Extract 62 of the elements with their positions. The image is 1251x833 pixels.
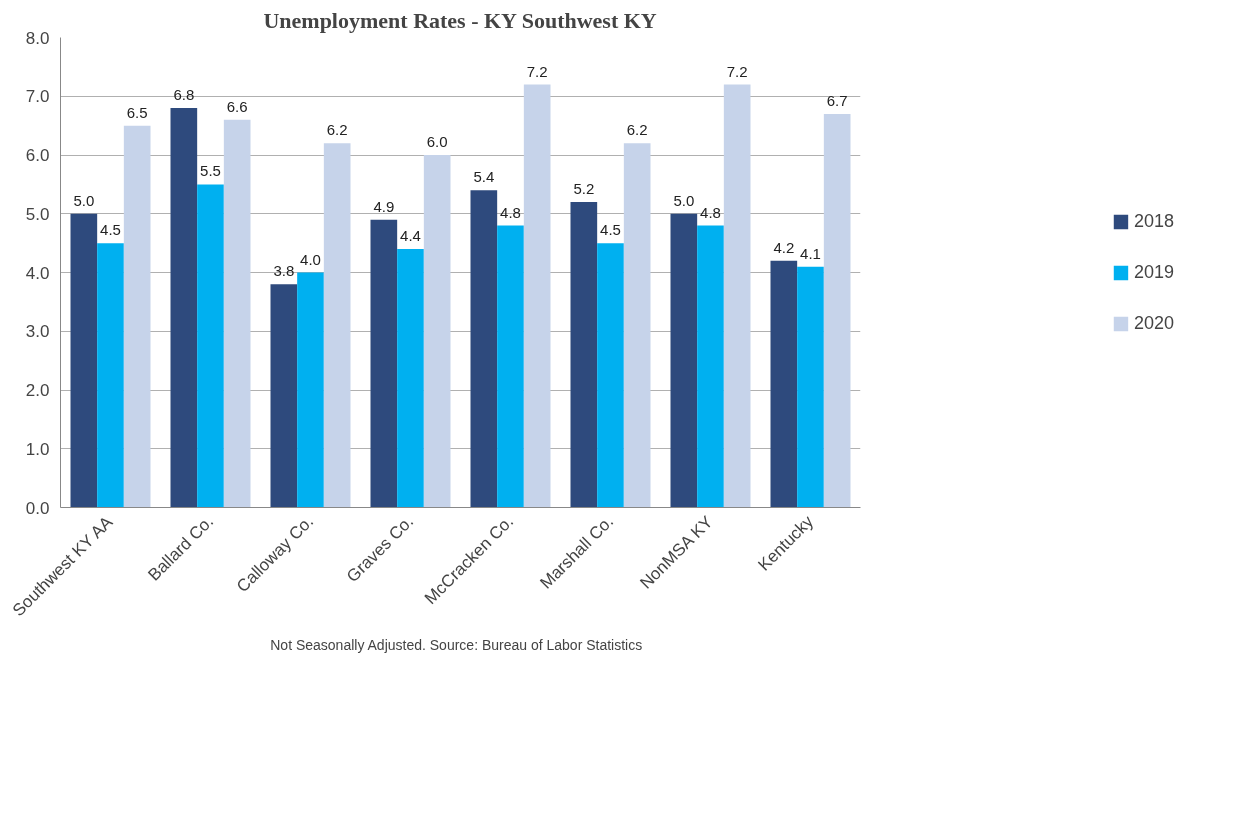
data-label: 4.5 [100, 221, 121, 239]
chart-title: Unemployment Rates - KY Southwest KY [263, 7, 657, 33]
bar [697, 225, 724, 508]
bar [570, 202, 598, 508]
y-tick-label: 8.0 [25, 28, 50, 48]
bar [397, 249, 424, 508]
bar [370, 219, 398, 508]
data-label: 5.2 [573, 180, 595, 197]
legend-label: 2018 [1133, 210, 1175, 232]
text: Not Seasonally Adjusted. Source: Bureau of Labor Statistics [270, 636, 643, 653]
bar [523, 84, 551, 508]
y-tick-label: 6.0 [25, 146, 50, 165]
bar [497, 225, 524, 508]
data-label: 6.0 [426, 133, 448, 150]
y-tick-label: 2.0 [25, 381, 50, 400]
data-label: 6.6 [226, 97, 248, 115]
data-label: 7.2 [726, 62, 748, 80]
data-label: 6.7 [826, 91, 848, 109]
data-label: 5.5 [200, 162, 221, 180]
bar [297, 272, 324, 508]
data-label: 6.5 [126, 103, 148, 121]
bar [670, 213, 698, 508]
bar [797, 266, 824, 508]
bar [97, 243, 124, 508]
data-label: 3.8 [273, 262, 295, 280]
data-label: 4.0 [300, 250, 321, 268]
y-tick-label: 7.0 [25, 87, 50, 107]
data-label: 4.4 [400, 227, 421, 244]
data-label: 4.8 [700, 203, 721, 221]
y-tick-label: 5.0 [25, 204, 50, 224]
data-label: 7.2 [526, 62, 548, 80]
data-label: 5.4 [473, 168, 495, 186]
bar [170, 108, 198, 508]
data-label: 4.2 [773, 238, 795, 256]
bar [470, 190, 498, 508]
bar [70, 213, 98, 508]
legend-label: 2020 [1133, 312, 1175, 334]
bar [223, 119, 251, 508]
data-label: 6.2 [626, 121, 648, 139]
bar [323, 143, 351, 508]
data-label: 4.9 [373, 197, 395, 215]
bar [270, 284, 298, 508]
bar [623, 143, 651, 508]
data-label: 4.8 [500, 203, 521, 221]
data-label: 5.0 [73, 191, 95, 209]
data-label: 4.5 [600, 221, 621, 239]
y-tick-label: 0.0 [25, 498, 50, 518]
y-tick-label: 3.0 [25, 322, 50, 342]
bar [123, 125, 151, 508]
bar [197, 184, 224, 508]
y-tick-label: 4.0 [25, 263, 50, 283]
bar [823, 113, 851, 508]
data-label: 4.1 [800, 244, 821, 262]
bar [723, 84, 751, 508]
bar [770, 260, 798, 508]
data-label: 6.2 [326, 121, 348, 139]
bar [423, 155, 451, 508]
y-tick-label: 1.0 [25, 439, 50, 459]
data-label: 5.0 [673, 191, 695, 209]
bar [597, 243, 624, 508]
data-label: 6.8 [173, 86, 195, 103]
legend-label: 2019 [1133, 261, 1175, 283]
